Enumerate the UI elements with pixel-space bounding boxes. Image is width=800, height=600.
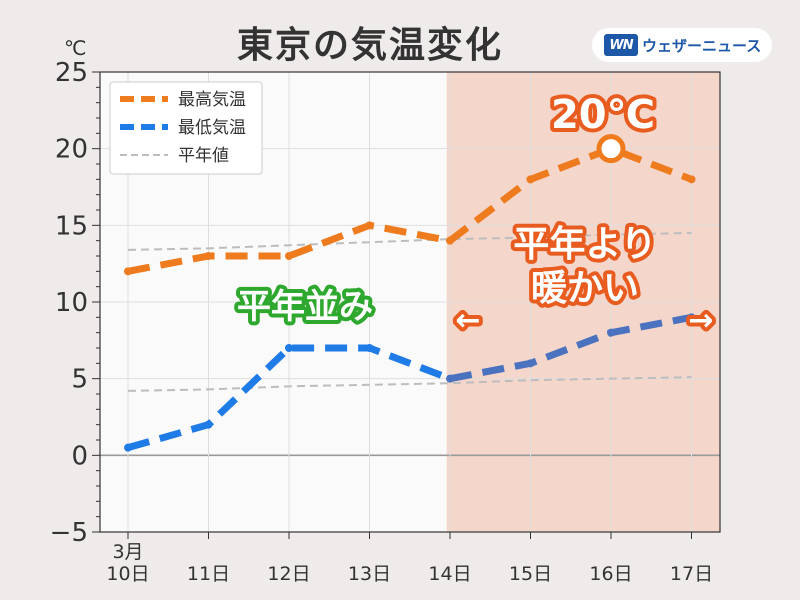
max-temp-point (204, 252, 213, 260)
x-tick-label: 14日 (428, 563, 471, 585)
min-temp-point (285, 344, 293, 352)
min-temp-point (607, 328, 615, 337)
warmer-callout-line2: 暖かい (531, 268, 639, 309)
min-temp-forecast-line (449, 313, 693, 383)
y-tick-label: 15 (55, 211, 88, 241)
arrow-right: → (688, 303, 713, 338)
y-tick-label: −5 (50, 518, 88, 548)
min-temp-point (526, 359, 535, 368)
min-temp-line (127, 344, 452, 452)
y-tick-label: 5 (71, 365, 88, 395)
x-tick-label: 11日 (187, 563, 230, 585)
peak-marker (596, 134, 626, 164)
x-tick-label: 15日 (509, 563, 552, 585)
x-tick-label: 12日 (267, 563, 310, 585)
normal-callout: 平年並み (237, 287, 373, 327)
max-temp-point (285, 252, 293, 260)
max-temp-point (526, 175, 535, 184)
unit-label: ℃ (64, 36, 87, 60)
x-tick-label: 10日 (106, 563, 149, 585)
y-tick-label: 25 (55, 58, 88, 88)
x-tick-label: 3月 (112, 541, 143, 563)
min-temp-point (204, 420, 213, 429)
legend-normal-label: 平年値 (178, 146, 229, 166)
max-temp-point (687, 175, 696, 184)
min-temp-point (446, 374, 454, 383)
weathernews-logo: WN ウェザーニュース (592, 28, 772, 62)
x-tick-label: 17日 (670, 563, 713, 585)
legend-box (109, 81, 263, 175)
min-temp-point (124, 443, 132, 452)
x-tick-label: 13日 (348, 563, 391, 585)
min-temp-point (687, 313, 696, 322)
max-temp-point (446, 236, 454, 245)
chart-title: 東京の気温変化 (236, 25, 503, 66)
max-temp-point (365, 221, 374, 230)
normal-line-high (127, 232, 692, 251)
normal-line-low (127, 376, 692, 392)
y-tick-label: 10 (55, 288, 88, 318)
legend-min-label: 最低気温 (178, 118, 246, 138)
max-temp-point (124, 267, 132, 276)
logo-text: ウェザーニュース (642, 36, 762, 55)
x-tick-label: 16日 (589, 563, 632, 585)
peak-callout: 20℃ (551, 92, 655, 138)
y-tick-label: 20 (55, 135, 88, 165)
legend-max-label: 最高気温 (178, 90, 246, 110)
logo-mark: WN (604, 34, 638, 56)
warmer-callout-line1: 平年より (513, 224, 656, 265)
y-tick-label: 0 (71, 441, 88, 471)
arrow-left: ← (455, 303, 480, 338)
min-temp-point (365, 344, 374, 352)
